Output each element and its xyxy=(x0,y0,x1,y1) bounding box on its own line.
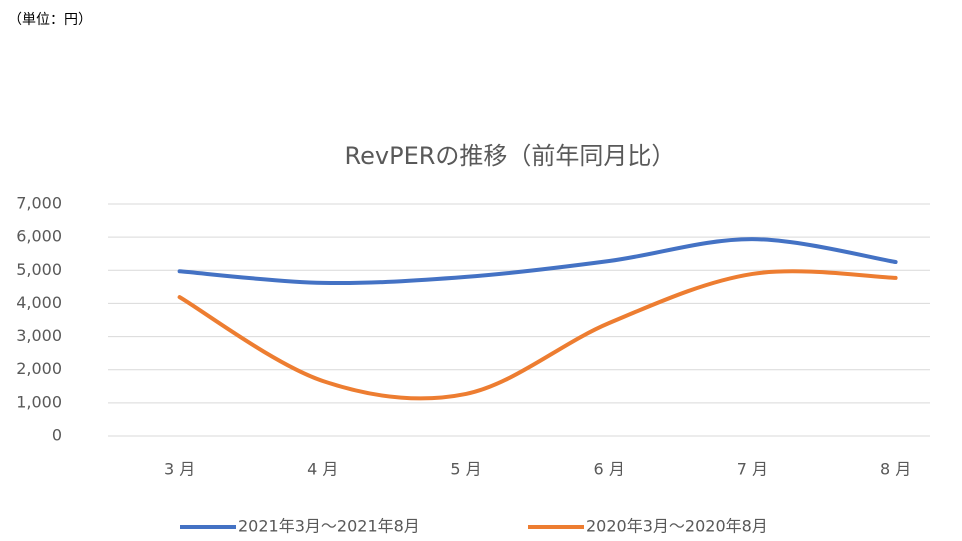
y-tick-label: 3,000 xyxy=(16,326,62,345)
x-tick-label: 5 月 xyxy=(450,460,481,479)
legend-label: 2020年3月～2020年8月 xyxy=(586,517,768,536)
x-tick-label: 8 月 xyxy=(880,460,911,479)
legend-label: 2021年3月～2021年8月 xyxy=(238,517,420,536)
y-tick-label: 5,000 xyxy=(16,260,62,279)
unit-note: （単位：円） xyxy=(8,12,92,28)
y-tick-label: 2,000 xyxy=(16,359,62,378)
y-tick-label: 4,000 xyxy=(16,293,62,312)
series-line xyxy=(177,269,898,401)
x-tick-label: 7 月 xyxy=(737,460,768,479)
y-tick-label: 1,000 xyxy=(16,392,62,411)
chart-title: RevPERの推移（前年同月比） xyxy=(345,142,676,170)
y-tick-label: 7,000 xyxy=(16,194,62,213)
y-tick-label: 6,000 xyxy=(16,227,62,246)
series-line xyxy=(177,237,898,286)
x-tick-label: 4 月 xyxy=(307,460,338,479)
x-tick-label: 6 月 xyxy=(594,460,625,479)
x-tick-label: 3 月 xyxy=(164,460,195,479)
y-tick-label: 0 xyxy=(52,426,62,445)
